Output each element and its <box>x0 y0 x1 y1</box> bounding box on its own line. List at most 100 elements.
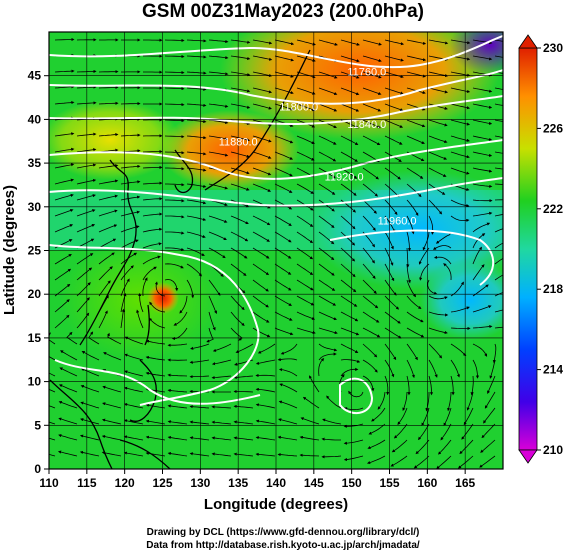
streamline <box>252 215 271 226</box>
streamline <box>49 388 56 393</box>
contour-label: 11760.0 <box>347 67 386 79</box>
streamline <box>428 71 449 78</box>
streamline <box>252 183 272 192</box>
streamline <box>318 103 338 112</box>
streamline <box>252 311 270 323</box>
streamline <box>318 183 336 195</box>
streamline <box>54 69 75 73</box>
streamline <box>120 180 141 185</box>
streamline <box>343 455 364 462</box>
streamline <box>54 314 70 329</box>
streamline <box>274 231 292 243</box>
colorbar-tick-label: 214 <box>543 363 563 377</box>
streamline <box>167 343 188 347</box>
streamline <box>362 343 378 358</box>
y-tick-label: 35 <box>28 156 42 170</box>
streamline <box>318 279 336 291</box>
streamline <box>406 135 425 144</box>
streamline <box>362 87 382 95</box>
streamline <box>235 343 254 353</box>
streamline <box>384 119 404 128</box>
y-tick-label: 40 <box>28 112 42 126</box>
streamline <box>54 163 75 169</box>
streamline <box>340 279 357 293</box>
x-tick-label: 140 <box>266 476 286 490</box>
streamline <box>76 282 91 297</box>
streamline <box>123 435 144 441</box>
streamline <box>384 103 404 112</box>
streamline <box>274 135 294 144</box>
streamline <box>154 281 166 297</box>
streamline <box>76 101 97 105</box>
streamline <box>173 311 188 326</box>
streamline <box>300 417 320 425</box>
streamline <box>377 391 386 410</box>
streamline <box>211 375 232 380</box>
typhoon-core <box>147 282 179 314</box>
streamline <box>54 132 75 137</box>
streamline <box>318 343 338 352</box>
streamline <box>384 311 401 324</box>
streamline <box>470 375 474 396</box>
streamline <box>186 103 207 107</box>
streamline <box>479 455 496 468</box>
streamline <box>472 151 493 157</box>
credit-drawing: Drawing by DCL (https://www.gfd-dennou.o… <box>146 527 420 538</box>
streamline <box>318 247 335 261</box>
streamline <box>428 375 434 396</box>
streamline <box>57 450 78 457</box>
streamline <box>49 372 56 377</box>
streamline <box>274 55 295 62</box>
streamline <box>167 373 188 377</box>
streamline <box>318 352 337 361</box>
streamline <box>450 306 470 313</box>
colorbar-gradient <box>518 47 538 451</box>
streamline <box>340 215 356 230</box>
streamline <box>98 238 117 249</box>
streamline <box>296 247 314 260</box>
streamline <box>167 420 188 425</box>
streamline <box>348 390 364 398</box>
streamline <box>296 231 314 244</box>
field-high-japan <box>160 110 300 190</box>
streamline <box>419 263 430 281</box>
streamline <box>274 311 293 321</box>
streamline <box>299 435 320 441</box>
coastline-china <box>79 159 137 346</box>
streamline <box>274 279 292 291</box>
streamline <box>494 39 503 42</box>
streamline <box>362 103 382 112</box>
streamline <box>49 356 56 361</box>
streamline <box>76 69 97 74</box>
streamline <box>211 420 232 425</box>
streamline <box>120 210 141 217</box>
streamline <box>252 263 270 276</box>
streamline <box>280 343 298 355</box>
streamline <box>102 402 122 409</box>
streamline <box>494 214 503 217</box>
y-tick-label: 15 <box>28 331 42 345</box>
streamline <box>230 231 249 242</box>
x-axis: 110 115 120 125 130 135 140 145 150 155 160 165 <box>39 469 475 490</box>
streamline <box>450 39 471 45</box>
streamline <box>472 55 493 61</box>
streamline <box>54 100 75 105</box>
streamline <box>384 327 402 339</box>
streamline <box>492 343 497 364</box>
streamline <box>384 183 400 198</box>
streamline <box>318 39 338 46</box>
streamline <box>472 233 486 249</box>
streamline <box>318 135 337 145</box>
streamline <box>123 451 144 457</box>
streamline <box>208 55 229 60</box>
streamline <box>138 292 144 313</box>
streamline <box>393 423 408 439</box>
streamline <box>494 87 503 90</box>
streamline <box>406 295 422 309</box>
streamline <box>98 252 115 265</box>
streamline <box>296 311 316 320</box>
streamline <box>252 247 270 259</box>
streamline <box>255 452 276 457</box>
streamline <box>142 181 163 185</box>
